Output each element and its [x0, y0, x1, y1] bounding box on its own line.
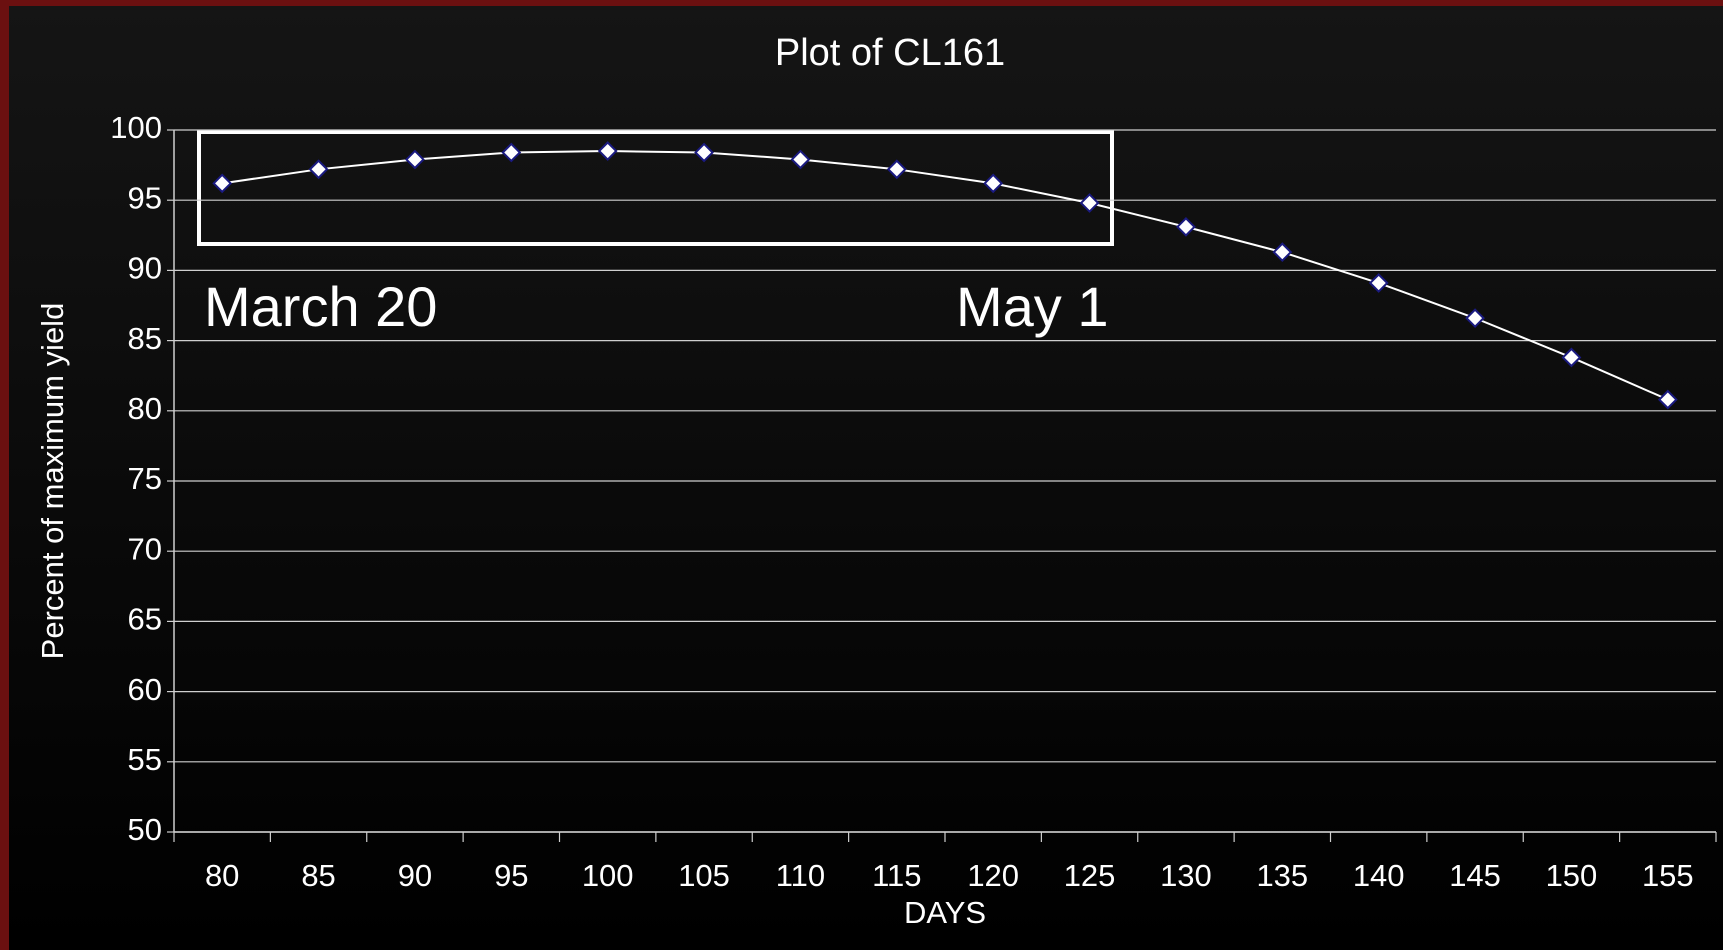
marker: [1465, 308, 1485, 329]
y-tick-label: 85: [128, 321, 162, 356]
y-tick-label: 95: [128, 180, 162, 215]
y-tick-label: 90: [128, 251, 162, 286]
marker: [694, 142, 714, 163]
x-tick-label: 110: [776, 858, 825, 893]
annotation: May 1: [956, 275, 1109, 338]
x-tick-label: 95: [494, 858, 528, 893]
marker: [1368, 273, 1389, 293]
y-tick-label: 55: [128, 742, 162, 777]
marker: [212, 173, 233, 194]
x-tick-label: 100: [582, 858, 634, 893]
y-tick-label: 50: [128, 812, 162, 847]
marker: [1176, 216, 1196, 237]
x-tick-label: 150: [1546, 858, 1598, 893]
y-tick-label: 60: [128, 672, 162, 707]
annotation: March 20: [204, 275, 437, 338]
x-tick-label: 120: [967, 858, 1019, 893]
x-tick-label: 105: [678, 858, 730, 893]
marker: [597, 141, 618, 161]
marker: [983, 173, 1004, 194]
y-axis-label: Percent of maximum yield: [35, 303, 70, 660]
marker: [1272, 242, 1293, 263]
y-tick-label: 70: [128, 531, 162, 566]
marker: [790, 149, 811, 170]
marker: [501, 142, 522, 163]
marker: [405, 149, 425, 170]
highlight-box: [197, 130, 1114, 246]
x-tick-label: 85: [301, 858, 335, 893]
x-tick-label: 125: [1064, 858, 1116, 893]
line: [222, 150, 1669, 401]
y-tick-label: 80: [128, 391, 162, 426]
background: [9, 6, 1723, 950]
x-tick-label: 145: [1449, 858, 1501, 893]
x-tick-label: 155: [1642, 858, 1694, 893]
y-tick-label: 65: [128, 602, 162, 637]
chart-title: Plot of CL161: [775, 32, 1005, 74]
marker: [308, 159, 329, 180]
x-tick-label: 130: [1160, 858, 1212, 893]
marker: [1079, 193, 1100, 213]
marker: [1657, 389, 1678, 410]
x-tick-label: 80: [205, 858, 239, 893]
x-tick-label: 90: [398, 858, 432, 893]
y-tick-label: 75: [128, 461, 162, 496]
y-tick-label: 100: [110, 110, 162, 145]
marker: [1561, 347, 1582, 368]
x-tick-label: 135: [1256, 858, 1308, 893]
x-tick-label: 115: [872, 858, 921, 893]
x-tick-label: 140: [1353, 858, 1405, 893]
marker: [886, 159, 907, 180]
x-axis-label: DAYS: [904, 895, 986, 930]
